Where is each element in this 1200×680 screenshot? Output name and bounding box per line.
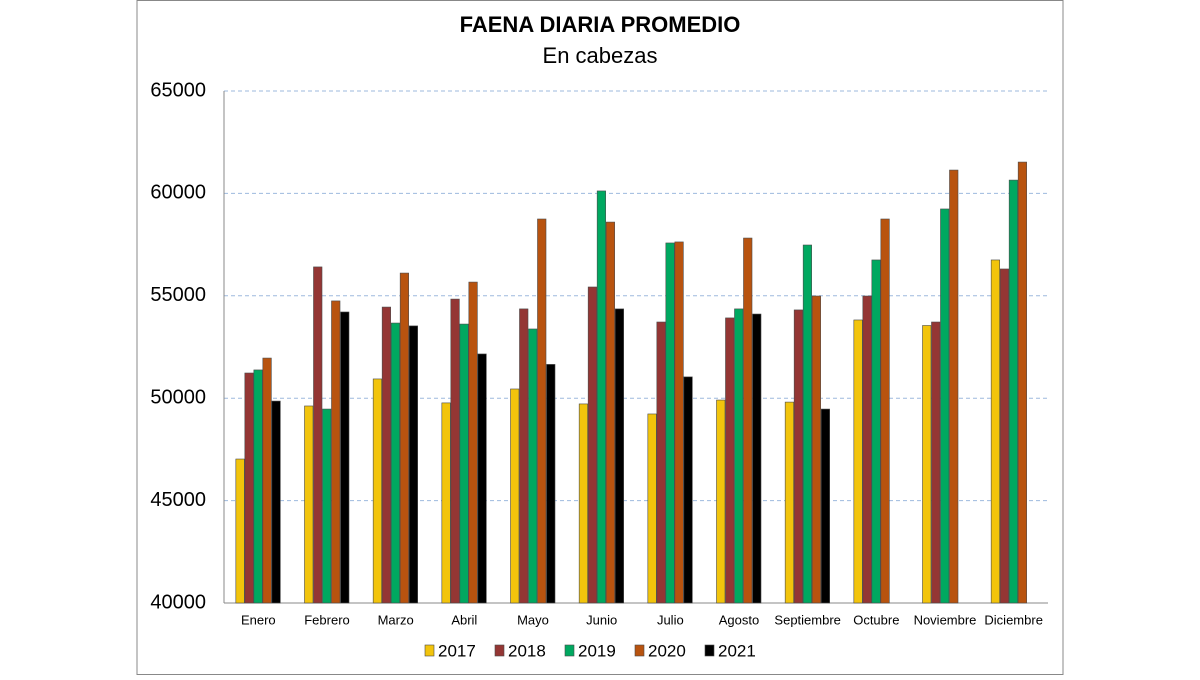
x-tick-label: Enero bbox=[241, 612, 276, 627]
bar bbox=[990, 259, 1000, 604]
legend-swatch bbox=[704, 644, 715, 657]
bar bbox=[235, 458, 245, 604]
bar bbox=[656, 321, 666, 604]
bar bbox=[253, 369, 263, 604]
chart-subtitle: En cabezas bbox=[543, 43, 658, 68]
bar bbox=[674, 241, 684, 604]
legend-swatch bbox=[564, 644, 575, 657]
bar bbox=[372, 378, 382, 604]
bar bbox=[665, 242, 675, 604]
bar bbox=[441, 402, 451, 604]
bar bbox=[999, 268, 1009, 604]
y-tick-label: 55000 bbox=[150, 284, 206, 306]
y-tick-label: 60000 bbox=[150, 182, 206, 204]
bar bbox=[793, 309, 803, 604]
bar bbox=[399, 272, 409, 604]
bar bbox=[647, 413, 657, 604]
bar bbox=[450, 298, 460, 604]
bar bbox=[528, 328, 538, 604]
y-tick-label: 45000 bbox=[150, 489, 206, 511]
bar bbox=[244, 372, 254, 604]
bar bbox=[468, 281, 478, 604]
bar bbox=[331, 300, 341, 604]
x-tick-label: Julio bbox=[657, 612, 684, 627]
legend-swatch bbox=[424, 644, 435, 657]
bar bbox=[510, 388, 520, 604]
legend-label: 2019 bbox=[578, 641, 616, 660]
bar bbox=[313, 266, 323, 604]
bar bbox=[802, 244, 812, 604]
bar bbox=[683, 376, 693, 604]
bar bbox=[949, 169, 959, 604]
bar bbox=[880, 218, 890, 604]
bar bbox=[271, 400, 281, 604]
x-tick-label: Diciembre bbox=[984, 612, 1043, 627]
bar bbox=[811, 295, 821, 604]
bar bbox=[725, 317, 735, 604]
x-tick-label: Abril bbox=[451, 612, 477, 627]
bar bbox=[820, 408, 830, 604]
y-tick-label: 40000 bbox=[150, 591, 206, 613]
y-tick-label: 65000 bbox=[150, 79, 206, 101]
bar bbox=[408, 325, 418, 604]
x-tick-label: Octubre bbox=[853, 612, 899, 627]
x-tick-label: Septiembre bbox=[774, 612, 840, 627]
bar bbox=[743, 237, 753, 604]
legend-label: 2018 bbox=[508, 641, 546, 660]
legend-swatch bbox=[494, 644, 505, 657]
bar bbox=[784, 401, 794, 604]
legend-label: 2021 bbox=[718, 641, 756, 660]
bar bbox=[853, 319, 863, 604]
bar bbox=[459, 323, 469, 604]
legend-label: 2017 bbox=[438, 641, 476, 660]
bar bbox=[390, 322, 400, 604]
bar bbox=[1017, 161, 1027, 604]
bar bbox=[546, 364, 556, 604]
bar bbox=[862, 295, 872, 604]
bar bbox=[262, 357, 272, 604]
bar bbox=[716, 399, 726, 604]
bar bbox=[871, 259, 881, 604]
bar bbox=[587, 286, 597, 604]
bar bbox=[734, 308, 744, 604]
bar bbox=[578, 403, 588, 604]
bar bbox=[605, 221, 615, 604]
bar bbox=[304, 405, 314, 604]
legend-label: 2020 bbox=[648, 641, 686, 660]
bar bbox=[340, 311, 350, 604]
legend-swatch bbox=[634, 644, 645, 657]
bar bbox=[537, 218, 547, 604]
bar bbox=[596, 190, 606, 604]
x-tick-label: Mayo bbox=[517, 612, 549, 627]
chart-title: FAENA DIARIA PROMEDIO bbox=[460, 12, 741, 37]
bar bbox=[940, 208, 950, 604]
x-tick-label: Febrero bbox=[304, 612, 350, 627]
bar bbox=[519, 308, 529, 604]
bar bbox=[1008, 179, 1018, 604]
bar bbox=[922, 325, 932, 604]
x-tick-label: Agosto bbox=[719, 612, 759, 627]
bar bbox=[752, 313, 762, 604]
x-tick-label: Marzo bbox=[378, 612, 414, 627]
y-tick-label: 50000 bbox=[150, 386, 206, 408]
bar bbox=[477, 353, 487, 604]
bar bbox=[381, 306, 391, 604]
bar bbox=[322, 408, 332, 604]
bar bbox=[931, 321, 941, 604]
bar bbox=[614, 308, 624, 604]
x-tick-label: Junio bbox=[586, 612, 617, 627]
x-tick-label: Noviembre bbox=[914, 612, 977, 627]
